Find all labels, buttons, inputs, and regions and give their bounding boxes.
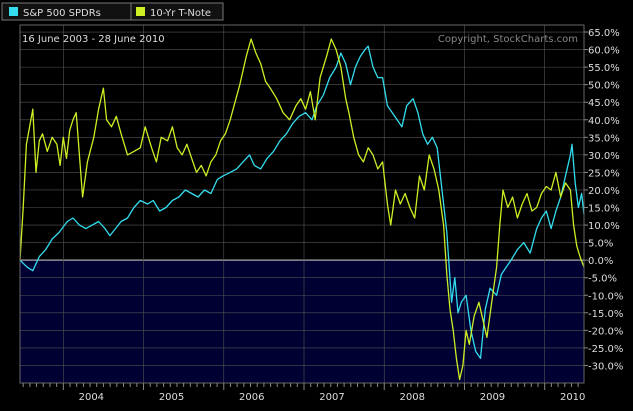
x-tick-label: 2007 xyxy=(319,392,344,403)
date-range-label: 16 June 2003 - 28 June 2010 xyxy=(22,34,165,45)
x-tick-label: 2010 xyxy=(560,392,585,403)
legend: S&P 500 SPDRs 10-Yr T-Note xyxy=(1,2,224,21)
y-tick-label: 60.0% xyxy=(588,46,620,57)
plot-background-upper xyxy=(20,25,584,261)
y-tick-label: 0.0% xyxy=(588,256,613,267)
legend-swatch-tnote xyxy=(136,7,145,16)
y-tick-label: 65.0% xyxy=(588,28,620,39)
x-tick-label: 2006 xyxy=(239,392,264,403)
y-tick-label: 5.0% xyxy=(588,239,613,250)
y-tick-label: 20.0% xyxy=(588,186,620,197)
legend-label-tnote: 10-Yr T-Note xyxy=(150,8,211,19)
plot-frame xyxy=(19,24,585,384)
y-tick-label: -20.0% xyxy=(588,326,623,337)
y-tick-label: 55.0% xyxy=(588,63,620,74)
x-tick-label: 2005 xyxy=(159,392,184,403)
series-lines xyxy=(19,38,585,381)
y-tick-label: 15.0% xyxy=(588,204,620,215)
y-tick-label: 35.0% xyxy=(588,133,620,144)
y-tick-label: -30.0% xyxy=(588,361,623,372)
copyright-label: Copyright, StockCharts.com xyxy=(438,34,578,45)
y-tick-label: 40.0% xyxy=(588,116,620,127)
x-tick-label: 2004 xyxy=(79,392,104,403)
y-tick-label: 30.0% xyxy=(588,151,620,162)
y-axis-ticks: 65.0% 60.0% 55.0% 50.0% 45.0% 40.0% 35.0% 30.0%… xyxy=(584,28,623,372)
y-tick-label: 10.0% xyxy=(588,221,620,232)
y-tick-label: -15.0% xyxy=(588,309,623,320)
y-tick-label: -25.0% xyxy=(588,344,623,355)
y-tick-label: 45.0% xyxy=(588,98,620,109)
legend-swatch-spdr xyxy=(9,7,18,16)
y-tick-label: 50.0% xyxy=(588,81,620,92)
plot-area xyxy=(19,24,585,384)
series-line-spdr xyxy=(19,45,585,360)
x-axis-ticks: 2004 2005 2006 2007 2008 2009 2010 xyxy=(22,383,585,403)
y-tick-label: -5.0% xyxy=(588,274,617,285)
x-tick-label: 2009 xyxy=(480,392,505,403)
y-tick-label: -10.0% xyxy=(588,291,623,302)
series-line-tnote xyxy=(19,38,585,381)
plot-background-lower xyxy=(20,260,584,383)
y-tick-label: 25.0% xyxy=(588,168,620,179)
x-tick-label: 2008 xyxy=(400,392,425,403)
legend-box-tnote xyxy=(130,2,224,21)
legend-label-spdr: S&P 500 SPDRs xyxy=(23,8,101,19)
